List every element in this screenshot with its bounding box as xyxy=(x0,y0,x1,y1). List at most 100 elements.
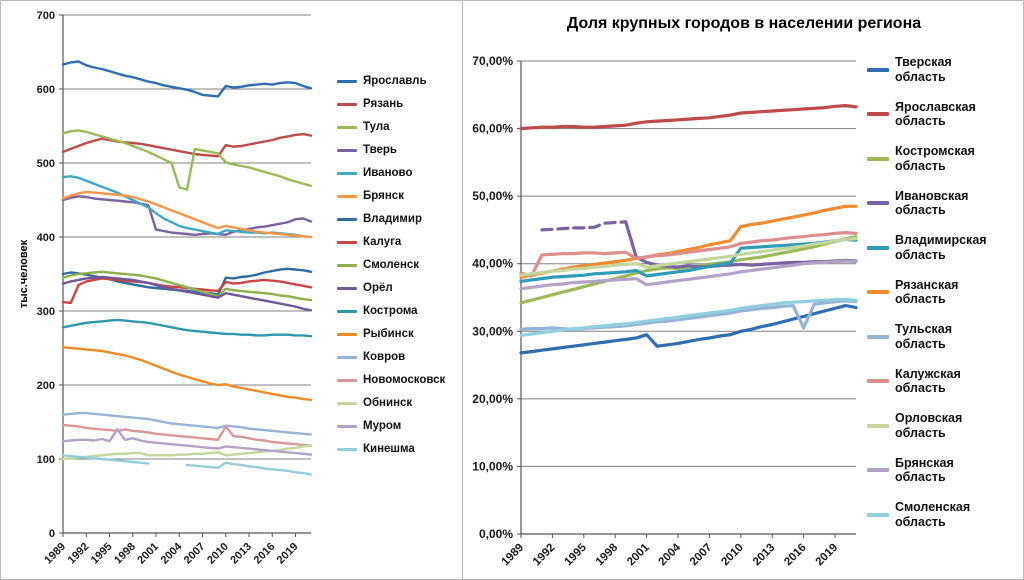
x-tick-label: 2001 xyxy=(625,541,652,568)
y-tick-label: 300 xyxy=(37,306,55,318)
series-line xyxy=(61,346,313,401)
plot-series xyxy=(519,104,858,355)
legend-label: Владимир xyxy=(363,213,422,225)
legend-label: Тула xyxy=(363,121,390,133)
legend-item: Ковров xyxy=(337,351,463,363)
y-tick-label: 0,00% xyxy=(479,527,513,541)
legend-key-swatch xyxy=(867,245,889,250)
legend-label: Брянская область xyxy=(895,455,954,485)
legend-key-swatch xyxy=(337,125,357,129)
legend-item: Обнинск xyxy=(337,397,463,409)
gridlines xyxy=(521,60,856,535)
x-tick-label: 2013 xyxy=(751,542,778,569)
legend-key-swatch xyxy=(867,156,889,161)
x-axis-labels: 1989199219951998200120042007201020132016… xyxy=(42,533,301,567)
legend-item: Кострома xyxy=(337,305,463,317)
right-chart-title: Доля крупных городов в населении региона xyxy=(566,15,922,32)
legend-key-swatch xyxy=(337,401,357,405)
legend-label: Смоленская область xyxy=(895,500,971,529)
legend-item: Владимирская область xyxy=(867,233,1023,263)
series-line xyxy=(61,129,313,191)
y-tick-label: 100 xyxy=(37,454,55,466)
y-tick-label: 600 xyxy=(37,84,55,96)
legend-item: Орёл xyxy=(337,282,463,294)
legend-item: Калуга xyxy=(337,236,463,248)
legend-label: Иваново xyxy=(363,167,413,179)
legend-item: Ярославская область xyxy=(867,100,1023,130)
panel-divider xyxy=(462,1,463,579)
legend-item: Рязань xyxy=(337,98,463,110)
series-line xyxy=(61,190,313,239)
legend-label: Тульская область xyxy=(895,322,953,351)
series-line xyxy=(519,231,858,278)
legend-label: Обнинск xyxy=(363,397,413,409)
x-tick-label: 2019 xyxy=(275,541,301,567)
legend-key-swatch xyxy=(867,423,889,428)
x-tick-label: 2016 xyxy=(782,542,809,569)
series-line xyxy=(61,454,313,476)
legend-item: Тверь xyxy=(337,144,463,156)
series-line xyxy=(519,104,858,131)
y-tick-label: 20,00% xyxy=(472,392,513,406)
y-tick-label: 10,00% xyxy=(472,459,513,473)
y-tick-label: 30,00% xyxy=(472,324,513,338)
series-line xyxy=(61,195,313,236)
legend-label: Рязанская область xyxy=(895,277,959,307)
legend-item: Тульская область xyxy=(867,322,1023,352)
series-line xyxy=(519,237,858,277)
x-tick-label: 2004 xyxy=(657,541,684,568)
legend-key-swatch xyxy=(337,309,357,313)
left-y-axis-title: тыс.человек xyxy=(18,239,30,309)
x-tick-label: 2010 xyxy=(205,541,231,567)
legend-key-swatch xyxy=(867,290,889,295)
legend-label: Муром xyxy=(363,420,402,432)
y-tick-label: 500 xyxy=(37,158,55,170)
y-tick-label: 60,00% xyxy=(472,122,513,136)
series-line xyxy=(519,297,858,337)
region-share-chart: 0,00% 10,00% 20,00% 30,00% 40,00% 50,00% 60,00… xyxy=(472,54,858,569)
y-axis-labels: 0,00% 10,00% 20,00% 30,00% 40,00% 50,00% 60,00… xyxy=(472,54,521,541)
series-line xyxy=(519,259,858,291)
x-tick-label: 1998 xyxy=(594,541,621,568)
legend-key-swatch xyxy=(867,379,889,384)
legend-key-swatch xyxy=(337,447,357,451)
legend-key-swatch xyxy=(337,240,357,244)
legend-item: Ярославль xyxy=(337,75,463,87)
series-line xyxy=(61,275,313,312)
x-tick-label: 2016 xyxy=(252,541,278,567)
x-tick-label: 1989 xyxy=(500,542,527,569)
series-line xyxy=(61,60,313,98)
legend-label: Костромская область xyxy=(895,144,975,173)
series-line xyxy=(61,444,313,461)
x-tick-label: 1992 xyxy=(531,542,558,569)
legend-item: Орловская область xyxy=(867,411,1023,441)
legend-item: Рыбинск xyxy=(337,328,463,340)
y-tick-label: 50,00% xyxy=(472,189,513,203)
legend-label: Рязань xyxy=(363,98,404,110)
legend-label: Брянск xyxy=(363,190,404,202)
x-tick-label: 2013 xyxy=(228,541,254,567)
legend-label: Орловская область xyxy=(895,411,963,440)
plot-series xyxy=(61,60,313,476)
legend-key-swatch xyxy=(337,79,357,83)
legend-key-swatch xyxy=(337,171,357,175)
legend-item: Владимир xyxy=(337,213,463,225)
legend-key-swatch xyxy=(867,112,889,117)
cities-population-chart: 0100200300400500600700198919921995199820… xyxy=(37,10,313,567)
legend-label: Кострома xyxy=(363,305,418,317)
legend-key-swatch xyxy=(337,194,357,198)
legend-key-swatch xyxy=(867,468,889,473)
legend-key-swatch xyxy=(337,378,357,382)
legend-label: Ярославль xyxy=(363,75,427,87)
legend-key-swatch xyxy=(337,424,357,428)
series-line xyxy=(519,204,858,279)
series-line xyxy=(61,270,313,302)
legend-key-swatch xyxy=(867,67,889,72)
legend-key-swatch xyxy=(337,332,357,336)
y-tick-label: 400 xyxy=(37,232,55,244)
x-tick-label: 2010 xyxy=(719,542,746,569)
axes xyxy=(520,61,856,535)
series-line xyxy=(61,423,313,447)
left-chart-legend: Ярославль Рязань Тула Тверь Иваново Брянск Вла… xyxy=(337,75,463,455)
